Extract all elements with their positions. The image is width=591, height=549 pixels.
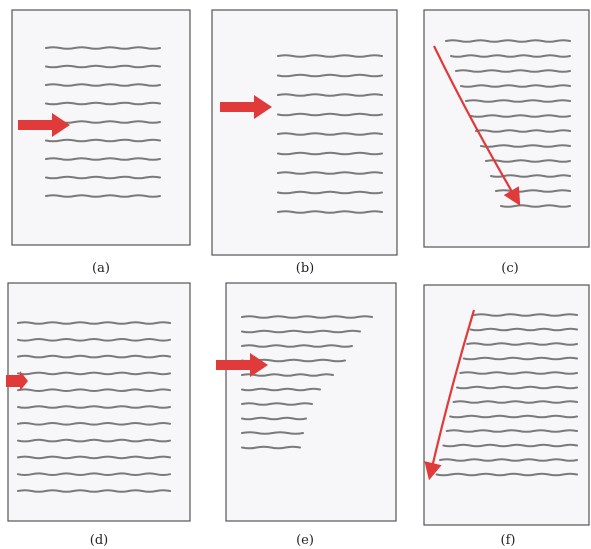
diagonal-red-arrow-icon bbox=[433, 45, 521, 206]
handwritten-text-line bbox=[45, 194, 161, 198]
text-lines bbox=[241, 315, 373, 450]
handwritten-text-line bbox=[462, 356, 578, 361]
handwritten-text-line bbox=[45, 101, 161, 106]
handwritten-text-line bbox=[459, 371, 578, 375]
handwritten-text-line bbox=[466, 342, 578, 346]
page-frame bbox=[225, 282, 397, 522]
handwritten-text-line bbox=[17, 422, 171, 426]
handwritten-text-line bbox=[241, 315, 373, 319]
panel-c: (c) bbox=[423, 9, 590, 276]
panel-e: (e) bbox=[216, 282, 397, 548]
handwritten-text-line bbox=[456, 385, 578, 390]
handwritten-text-line bbox=[277, 190, 383, 195]
handwritten-text-line bbox=[277, 73, 383, 78]
handwritten-text-line bbox=[45, 46, 161, 50]
panel-f: (f) bbox=[423, 284, 590, 548]
handwritten-text-line bbox=[277, 132, 383, 136]
handwritten-text-line bbox=[45, 157, 161, 161]
handwritten-text-line bbox=[277, 171, 383, 175]
handwritten-text-line bbox=[17, 455, 171, 460]
diagonal-red-arrow-icon bbox=[424, 309, 476, 481]
panel-label-e: (e) bbox=[296, 533, 314, 548]
handwritten-text-line bbox=[277, 93, 383, 97]
panel-label-c: (c) bbox=[501, 261, 518, 276]
handwritten-text-line bbox=[470, 114, 571, 118]
handwritten-text-line bbox=[277, 151, 383, 156]
handwritten-text-line bbox=[450, 54, 571, 58]
handwritten-text-line bbox=[241, 373, 334, 377]
panel-label-f: (f) bbox=[501, 533, 516, 548]
handwritten-text-line bbox=[241, 329, 361, 334]
handwritten-text-line bbox=[460, 84, 571, 88]
page-frame bbox=[7, 282, 191, 522]
handwritten-text-line bbox=[17, 489, 171, 493]
text-lines bbox=[435, 313, 578, 477]
handwritten-text-line bbox=[475, 129, 571, 133]
handwritten-text-line bbox=[500, 204, 571, 208]
handwritten-text-line bbox=[45, 64, 161, 69]
handwritten-text-line bbox=[45, 175, 161, 180]
panel-label-a: (a) bbox=[92, 261, 110, 276]
panel-label-b: (b) bbox=[296, 261, 314, 276]
red-arrow-icon bbox=[220, 95, 272, 119]
handwritten-text-line bbox=[480, 144, 571, 148]
handwritten-text-line bbox=[17, 405, 171, 409]
handwritten-text-line bbox=[442, 443, 578, 448]
handwritten-text-line bbox=[241, 387, 321, 392]
handwritten-text-line bbox=[241, 416, 307, 421]
handwritten-text-line bbox=[17, 371, 171, 376]
handwritten-text-line bbox=[45, 138, 161, 143]
handwritten-text-line bbox=[485, 159, 571, 163]
panel-a: (a) bbox=[11, 9, 191, 276]
handwritten-text-line bbox=[439, 458, 578, 462]
panel-d: (d) bbox=[6, 282, 191, 548]
handwritten-text-line bbox=[277, 112, 383, 117]
red-arrow-icon bbox=[6, 371, 28, 391]
handwritten-text-line bbox=[241, 402, 313, 406]
handwritten-text-line bbox=[435, 472, 578, 477]
handwritten-text-line bbox=[45, 83, 161, 87]
page-frame bbox=[423, 9, 590, 248]
page-frame bbox=[211, 9, 398, 256]
handwritten-text-line bbox=[17, 472, 171, 476]
handwritten-text-line bbox=[17, 321, 171, 325]
panel-b: (b) bbox=[211, 9, 398, 276]
handwritten-text-line bbox=[452, 400, 578, 404]
text-lines bbox=[45, 46, 161, 198]
handwritten-text-line bbox=[277, 54, 383, 58]
handwritten-text-line bbox=[277, 210, 383, 214]
handwritten-text-line bbox=[17, 354, 171, 359]
handwritten-text-line bbox=[445, 429, 578, 433]
panel-label-d: (d) bbox=[90, 533, 108, 548]
text-lines bbox=[17, 321, 171, 493]
handwritten-text-line bbox=[445, 39, 571, 43]
handwritten-text-line bbox=[17, 338, 171, 342]
handwritten-text-line bbox=[465, 99, 571, 103]
red-arrow-icon bbox=[18, 113, 70, 137]
page-frame bbox=[423, 284, 590, 526]
text-lines bbox=[277, 54, 383, 214]
handwritten-text-line bbox=[241, 431, 304, 435]
handwritten-text-line bbox=[473, 313, 578, 317]
handwritten-text-line bbox=[17, 388, 171, 392]
handwritten-text-line bbox=[455, 69, 571, 73]
handwritten-text-line bbox=[469, 327, 578, 332]
red-arrow-icon bbox=[216, 353, 268, 377]
handwritten-text-line bbox=[241, 445, 301, 450]
handwritten-text-line bbox=[449, 414, 578, 419]
handwritten-text-line bbox=[241, 344, 353, 348]
handwritten-text-line bbox=[17, 438, 171, 443]
